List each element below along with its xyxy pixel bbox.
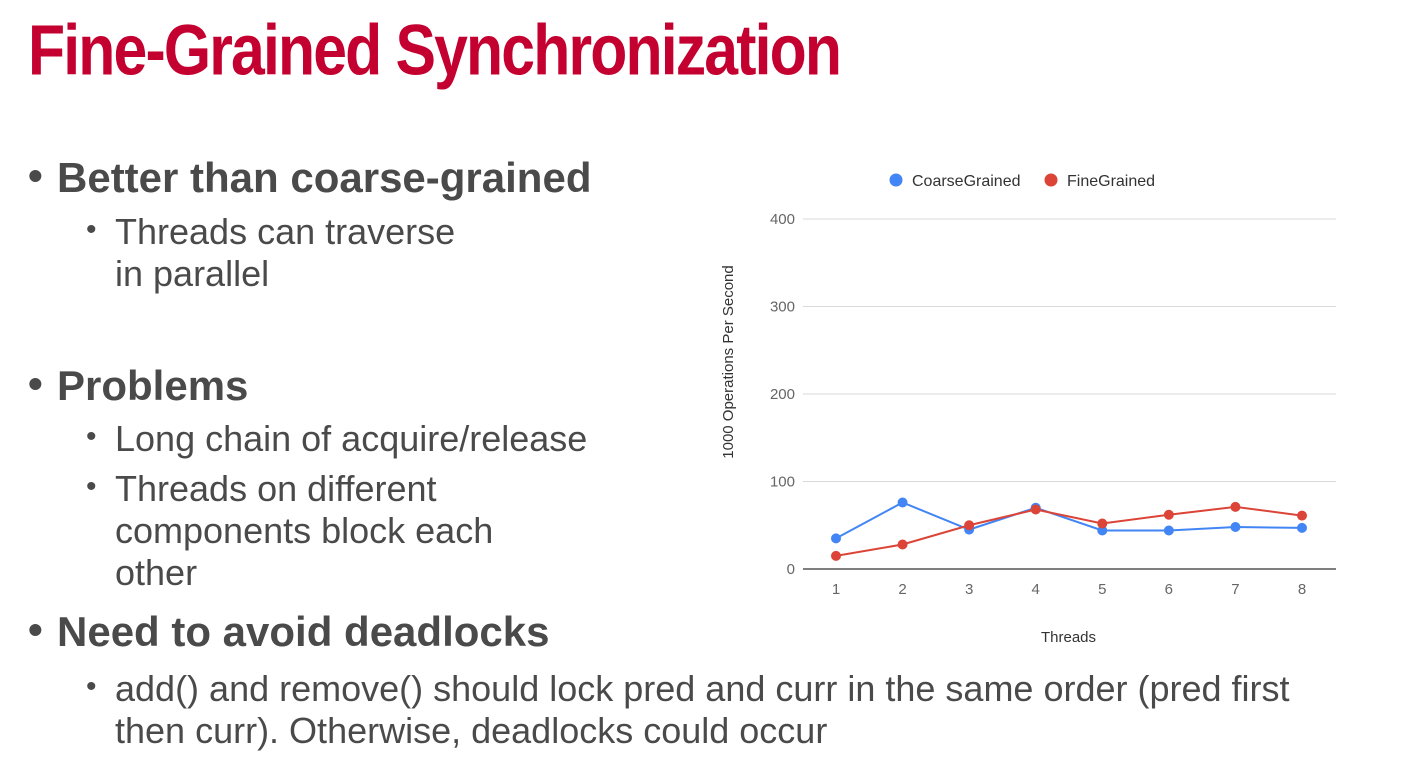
- series-line-CoarseGrained: [835, 501, 1303, 540]
- y-tick-label: 300: [770, 299, 795, 316]
- data-point-FineGrained: [1163, 509, 1174, 520]
- x-tick-label: 8: [1298, 581, 1306, 598]
- slide-title: Fine-Grained Synchronization: [28, 9, 842, 90]
- x-tick-label: 1: [832, 581, 840, 598]
- data-point-CoarseGrained: [831, 533, 841, 544]
- data-point-CoarseGrained: [1163, 525, 1174, 536]
- legend-marker: [889, 173, 903, 187]
- bullet-2-sub-1: Long chain of acquire/release: [115, 418, 588, 459]
- bullet-3-sub-1: add() and remove() should lock pred and …: [115, 668, 1290, 751]
- y-tick-label: 100: [770, 474, 795, 491]
- data-point-FineGrained: [897, 539, 908, 550]
- bullet-2-text: Problems: [57, 362, 249, 409]
- data-point-FineGrained: [1030, 504, 1041, 515]
- x-tick-label: 5: [1098, 581, 1106, 598]
- legend-label: CoarseGrained: [912, 173, 1021, 190]
- y-tick-label: 400: [770, 211, 795, 228]
- data-point-CoarseGrained: [1230, 522, 1241, 532]
- line-chart: 0 100 200 300 400 1 2 3 4 5 6 7 8 Threads 1000 Operati…: [720, 173, 1336, 646]
- sub-bullet-dot: •: [86, 470, 97, 503]
- sub-bullet-dot: •: [86, 213, 97, 246]
- sub-bullet-dot: •: [86, 420, 97, 453]
- bullet-2-sub-2: Threads on different components block ea…: [115, 468, 494, 593]
- x-tick-label: 2: [898, 581, 906, 598]
- x-tick-label: 7: [1231, 581, 1239, 598]
- x-tick-label: 3: [965, 581, 973, 598]
- data-point-FineGrained: [1230, 501, 1241, 512]
- bullet-3-text: Need to avoid deadlocks: [57, 608, 550, 655]
- y-tick-label: 200: [770, 386, 795, 403]
- legend-label: FineGrained: [1067, 173, 1155, 190]
- bullet-1-text: Better than coarse-grained: [57, 154, 592, 201]
- bullet-dot: •: [28, 360, 43, 407]
- data-point-FineGrained: [1097, 518, 1108, 529]
- y-axis-title: 1000 Operations Per Second: [720, 265, 737, 458]
- data-point-CoarseGrained: [1097, 525, 1108, 536]
- data-point-FineGrained: [964, 520, 975, 531]
- bullet-dot: •: [28, 152, 43, 199]
- data-point-CoarseGrained: [1297, 522, 1307, 533]
- y-tick-label: 0: [787, 561, 795, 578]
- x-axis-title: Threads: [1041, 629, 1096, 646]
- data-point-CoarseGrained: [897, 497, 908, 508]
- bullet-1-sub-1: Threads can traverse in parallel: [115, 211, 456, 294]
- data-point-FineGrained: [831, 550, 841, 561]
- sub-bullet-dot: •: [86, 670, 97, 703]
- series-line-FineGrained: [835, 505, 1303, 557]
- legend-marker: [1044, 173, 1058, 187]
- x-tick-label: 4: [1032, 581, 1040, 598]
- data-point-FineGrained: [1297, 510, 1307, 521]
- bullet-dot: •: [28, 606, 43, 653]
- x-tick-label: 6: [1165, 581, 1173, 598]
